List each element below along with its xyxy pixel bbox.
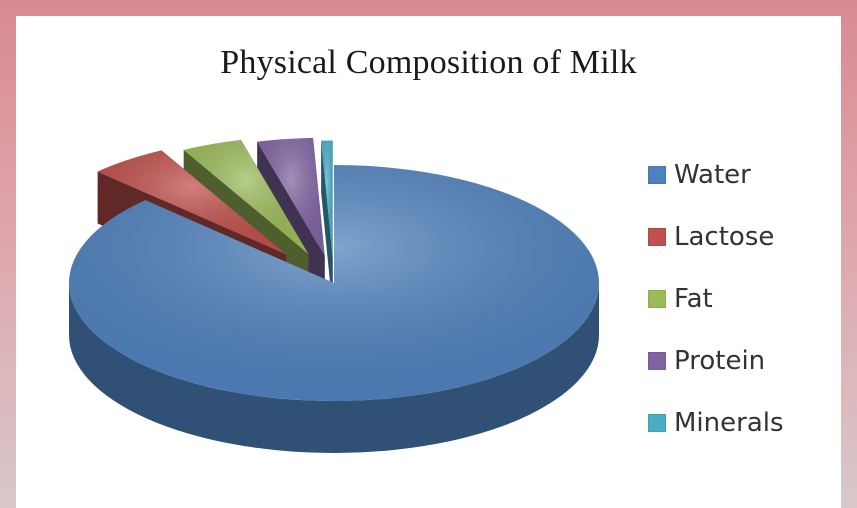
chart-panel: Physical Composition of Milk Water Lactos… [16, 16, 841, 508]
legend-label-fat: Fat [674, 284, 713, 314]
legend-item-minerals: Minerals [648, 392, 784, 454]
pie-chart [68, 137, 600, 453]
legend-swatch-protein [648, 352, 666, 370]
chart-title: Physical Composition of Milk [220, 44, 637, 81]
legend-label-lactose: Lactose [674, 222, 775, 252]
legend-swatch-lactose [648, 228, 666, 246]
legend: Water Lactose Fat Protein Minerals [648, 144, 784, 454]
legend-item-water: Water [648, 144, 784, 206]
pie-slice-water [68, 165, 600, 453]
legend-label-protein: Protein [674, 346, 766, 376]
legend-item-fat: Fat [648, 268, 784, 330]
legend-swatch-water [648, 166, 666, 184]
legend-item-protein: Protein [648, 330, 784, 392]
pie-slice-minerals [321, 140, 333, 311]
legend-swatch-minerals [648, 414, 666, 432]
legend-swatch-fat [648, 290, 666, 308]
legend-item-lactose: Lactose [648, 206, 784, 268]
legend-label-water: Water [674, 160, 751, 190]
legend-label-minerals: Minerals [674, 408, 784, 438]
